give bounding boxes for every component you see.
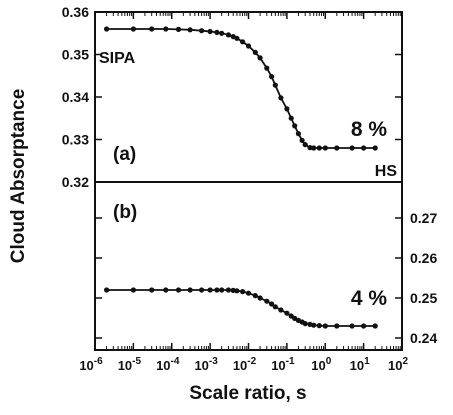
data-point-panel-b [278,307,284,313]
data-point-panel-b [234,288,240,294]
data-point-panel-a [214,29,220,35]
data-point-panel-a [295,131,301,137]
data-point-panel-a [361,145,367,151]
data-point-panel-b [316,323,322,329]
data-point-panel-a [149,26,155,32]
annotation-percent-a: 8 % [351,118,388,141]
data-point-panel-b [269,301,275,307]
data-point-panel-a [284,106,290,112]
data-point-panel-b [257,295,263,301]
data-point-panel-b [104,287,110,293]
data-point-panel-a [269,74,275,80]
data-point-panel-b [272,304,278,310]
data-point-panel-b [349,323,355,329]
data-point-panel-b [245,290,252,296]
data-point-panel-b [214,287,220,293]
x-tick-label: 10-1 [271,356,295,373]
data-point-panel-a [104,26,110,32]
x-tick-label: 101 [350,356,370,373]
data-point-panel-b [361,323,367,329]
data-point-panel-a [334,145,340,151]
data-point-panel-a [219,30,225,36]
data-point-panel-a [322,145,328,151]
data-point-panel-a [225,32,231,38]
data-point-panel-b [372,323,378,329]
x-tick-label: 100 [311,356,331,373]
data-point-panel-b [240,289,246,295]
y-tick-label-b: 0.24 [410,330,437,346]
data-point-panel-a [311,145,317,151]
data-point-panel-a [264,65,270,71]
x-tick-label: 10-4 [156,356,180,373]
annotation-hs: HS [375,163,398,180]
data-point-panel-a [372,145,378,151]
data-point-panel-a [175,26,182,32]
annotation-sipa: SIPA [99,50,136,67]
y-tick-label-a: 0.36 [62,4,89,20]
y-tick-label-a: 0.35 [62,47,89,63]
y-tick-label-b: 0.26 [410,250,437,266]
x-axis-title: Scale ratio, s [189,383,306,404]
data-point-panel-b [264,298,270,304]
data-point-panel-b [207,287,213,293]
panel-label-a: (a) [113,144,136,165]
data-point-panel-b [163,287,169,293]
series-line-panel-a [106,28,376,149]
data-point-panel-b [149,287,155,293]
data-point-panel-b [334,323,340,329]
data-point-panel-b [322,323,328,329]
data-point-panel-a [207,28,213,35]
data-point-panel-a [302,142,308,148]
data-point-panel-b [199,287,205,293]
y-axis-title: Cloud Absorptance [8,89,29,264]
data-point-panel-a [316,145,322,151]
data-point-panel-a [163,26,169,32]
y-tick-label-a: 0.32 [62,174,89,190]
x-tick-label: 10-5 [118,356,142,373]
data-point-panel-a [245,43,252,49]
data-point-panel-b [302,321,308,327]
data-point-panel-a [187,27,193,33]
data-point-panel-b [225,287,231,293]
data-point-panel-a [292,123,298,129]
data-point-panel-a [199,28,205,34]
panel-label-b: (b) [113,202,137,223]
x-tick-label: 102 [388,356,408,373]
data-point-panel-a [349,145,355,151]
data-point-panel-b [252,293,258,299]
data-point-panel-a [252,49,258,56]
data-point-panel-a [240,39,246,45]
data-point-panel-b [219,287,225,293]
x-tick-label: 10-6 [79,356,103,373]
data-point-panel-a [278,95,284,101]
x-tick-label: 10-3 [194,356,218,373]
series-line-panel-b [106,289,376,327]
data-point-panel-b [311,322,317,328]
data-point-panel-a [130,26,136,32]
data-point-panel-a [272,82,278,88]
y-tick-label-a: 0.34 [62,89,89,105]
annotation-percent-b: 4 % [351,287,388,310]
data-point-panel-a [257,55,263,61]
y-tick-label-b: 0.25 [410,290,437,306]
data-point-panel-a [299,137,305,143]
data-point-panel-b [284,310,290,316]
data-point-panel-a [234,35,240,41]
data-point-panel-b [175,287,182,293]
y-tick-label-a: 0.33 [62,132,89,148]
data-point-panel-b [187,287,193,293]
y-tick-label-b: 0.27 [410,210,437,226]
data-point-panel-b [130,287,136,293]
x-tick-label: 10-2 [233,356,257,373]
data-point-panel-a [288,115,294,121]
